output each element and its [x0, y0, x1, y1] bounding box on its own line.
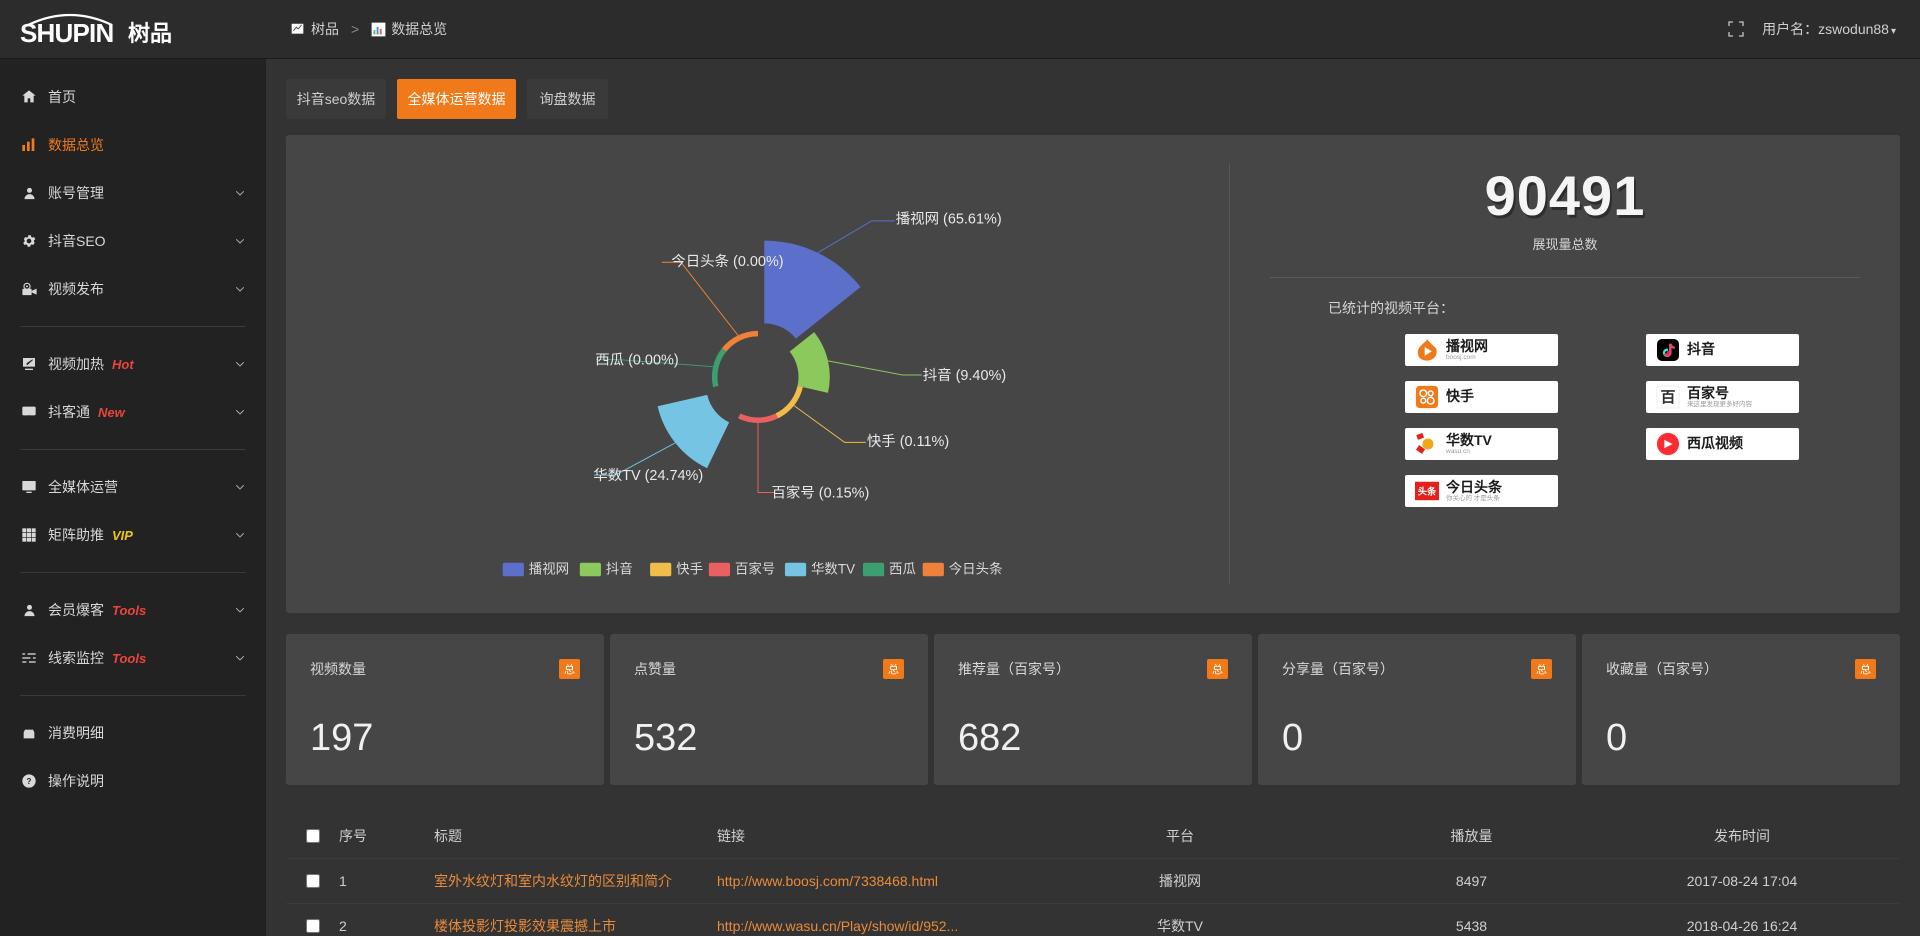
- svg-text:播视网 (65.61%): 播视网 (65.61%): [896, 211, 1002, 228]
- svg-text:抖音 (9.40%): 抖音 (9.40%): [923, 367, 1006, 384]
- svg-text:今日头条 (0.00%): 今日头条 (0.00%): [671, 253, 783, 270]
- svg-text:播视网: 播视网: [529, 561, 569, 576]
- svg-text:百家号 (0.15%): 百家号 (0.15%): [771, 484, 869, 501]
- svg-text:头条: 头条: [1418, 486, 1437, 497]
- svg-text:快手: 快手: [676, 561, 703, 576]
- svg-text:西瓜 (0.00%): 西瓜 (0.00%): [595, 352, 678, 368]
- svg-text:百家号: 百家号: [735, 560, 775, 576]
- svg-text:百: 百: [1660, 389, 1675, 406]
- svg-text:抖音: 抖音: [606, 560, 633, 576]
- svg-text:西瓜: 西瓜: [889, 561, 916, 576]
- svg-text:快手 (0.11%): 快手 (0.11%): [867, 433, 949, 450]
- svg-text:SHUPIN: SHUPIN: [20, 18, 113, 48]
- svg-text:?: ?: [27, 777, 32, 786]
- svg-text:今日头条: 今日头条: [949, 560, 1003, 576]
- svg-text:华数TV: 华数TV: [811, 561, 855, 576]
- svg-text:华数TV (24.74%): 华数TV (24.74%): [593, 467, 703, 484]
- svg-text:树品: 树品: [128, 21, 172, 46]
